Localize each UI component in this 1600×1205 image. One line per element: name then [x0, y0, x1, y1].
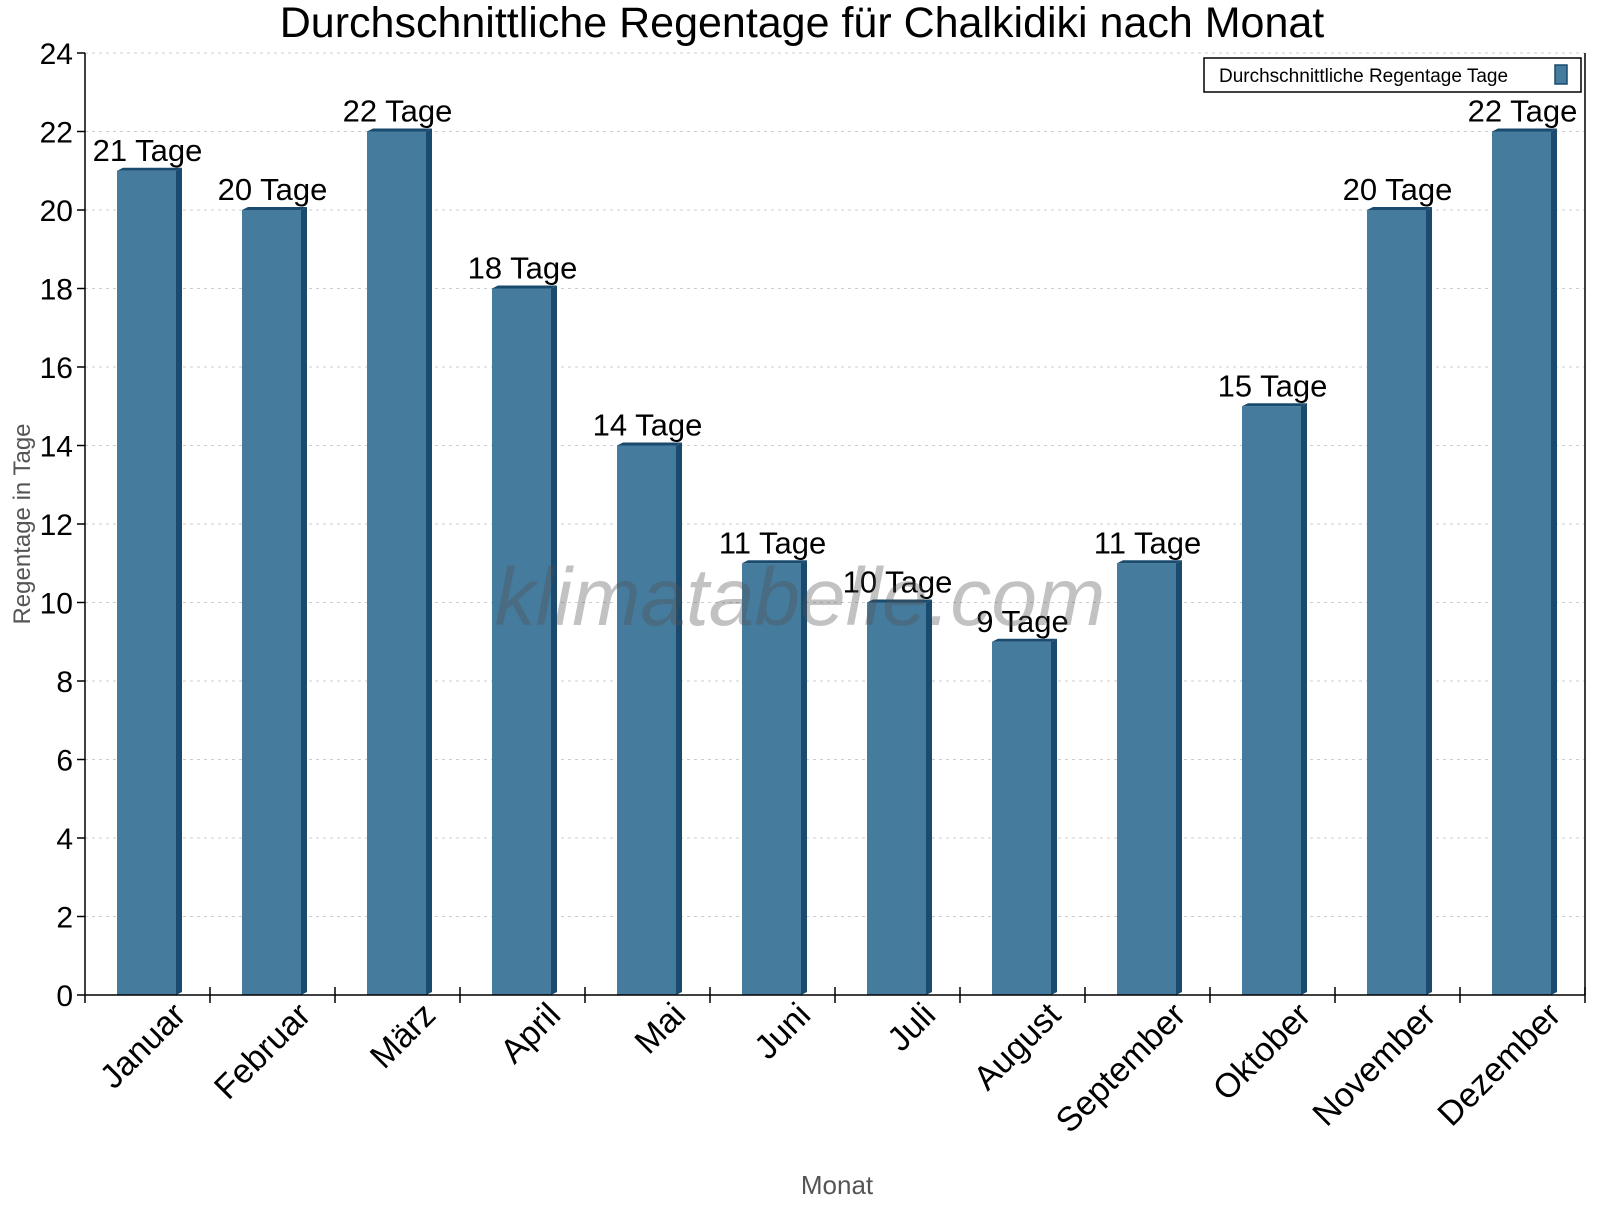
- bar: [1492, 131, 1551, 995]
- bar: [992, 641, 1051, 995]
- data-label: 20 Tage: [218, 172, 328, 207]
- bar-top: [1117, 560, 1182, 564]
- data-label: 11 Tage: [1094, 525, 1201, 560]
- bar-side: [1426, 207, 1432, 995]
- bar-top: [992, 638, 1057, 642]
- bar-side: [676, 442, 682, 995]
- bar: [867, 602, 926, 995]
- bar: [1242, 406, 1301, 995]
- bar-top: [617, 442, 682, 446]
- bar: [617, 445, 676, 995]
- bar-side: [551, 285, 557, 995]
- bar-side: [1551, 128, 1557, 995]
- x-tick-label: August: [966, 995, 1068, 1097]
- x-tick-label: Oktober: [1206, 996, 1318, 1108]
- bar-top: [1242, 403, 1307, 407]
- x-tick-label: April: [493, 996, 568, 1071]
- bar-top: [742, 560, 807, 564]
- watermark: klimatabelle.com: [495, 552, 1106, 643]
- bar-side: [426, 128, 432, 995]
- y-tick-label: 4: [56, 823, 73, 856]
- data-label: 20 Tage: [1343, 172, 1453, 207]
- bar: [742, 563, 801, 995]
- bar-top: [1492, 128, 1557, 132]
- data-label: 22 Tage: [1468, 94, 1578, 129]
- y-tick-label: 8: [56, 666, 73, 699]
- bar-top: [117, 167, 182, 171]
- bar-side: [1176, 560, 1182, 995]
- data-label: 22 Tage: [343, 94, 453, 129]
- y-tick-label: 16: [40, 352, 73, 385]
- bar: [367, 131, 426, 995]
- bar-side: [1301, 403, 1307, 995]
- bar-top: [1367, 207, 1432, 210]
- y-tick-label: 22: [40, 117, 73, 150]
- x-axis-label: Monat: [801, 1170, 874, 1200]
- x-tick-label: Januar: [93, 996, 193, 1096]
- bar-top: [367, 128, 432, 132]
- data-label: 21 Tage: [93, 133, 203, 168]
- x-tick-label: November: [1305, 996, 1443, 1134]
- y-tick-label: 12: [40, 509, 73, 542]
- bar: [1367, 210, 1426, 995]
- data-label: 11 Tage: [719, 525, 826, 560]
- x-tick-label: Juni: [747, 996, 818, 1067]
- bar-top: [492, 285, 557, 289]
- bar-top: [242, 207, 307, 210]
- x-tick-label: Februar: [207, 996, 318, 1107]
- bar: [242, 210, 301, 995]
- data-label: 15 Tage: [1218, 368, 1328, 403]
- chart-title: Durchschnittliche Regentage für Chalkidi…: [280, 0, 1325, 47]
- bar-side: [176, 167, 182, 995]
- legend-swatch: [1554, 64, 1568, 85]
- x-tick-label: Dezember: [1430, 996, 1568, 1134]
- data-label: 18 Tage: [468, 251, 578, 286]
- x-tick-label: September: [1049, 996, 1193, 1140]
- bar: [1117, 563, 1176, 995]
- y-axis-label: Regentage in Tage: [9, 423, 36, 624]
- y-tick-label: 6: [56, 745, 73, 778]
- bar: [117, 170, 176, 995]
- bar-side: [801, 560, 807, 995]
- data-label: 14 Tage: [593, 408, 703, 443]
- bar-side: [301, 207, 307, 995]
- legend: Durchschnittliche Regentage Tage: [1203, 57, 1582, 93]
- legend-label: Durchschnittliche Regentage Tage: [1219, 66, 1508, 87]
- x-tick-label: März: [363, 996, 443, 1076]
- y-tick-label: 20: [40, 195, 73, 228]
- x-tick-label: Mai: [628, 996, 694, 1062]
- x-tick-label: Juli: [880, 996, 943, 1059]
- y-tick-label: 14: [40, 431, 73, 464]
- data-label: 10 Tage: [843, 565, 953, 600]
- y-tick-label: 10: [40, 588, 73, 621]
- bar-side: [926, 599, 932, 995]
- bar: [492, 288, 551, 995]
- y-tick-label: 0: [56, 980, 73, 1013]
- bar-top: [867, 599, 932, 603]
- y-tick-label: 24: [40, 38, 73, 71]
- y-tick-label: 2: [56, 902, 73, 935]
- bar-side: [1051, 638, 1057, 995]
- data-label: 9 Tage: [976, 604, 1069, 639]
- y-tick-label: 18: [40, 274, 73, 307]
